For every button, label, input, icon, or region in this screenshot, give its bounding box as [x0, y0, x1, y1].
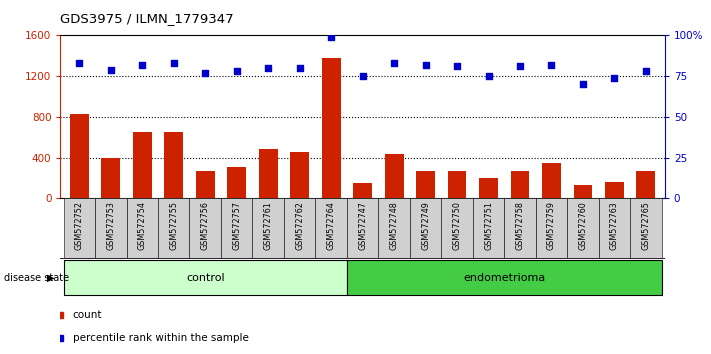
Text: GSM572753: GSM572753 [107, 201, 115, 250]
Text: GSM572755: GSM572755 [169, 201, 178, 250]
Bar [567, 198, 599, 258]
Text: GSM572762: GSM572762 [295, 201, 304, 250]
Text: GSM572754: GSM572754 [138, 201, 146, 250]
Bar [599, 198, 630, 258]
Text: GSM572760: GSM572760 [579, 201, 587, 250]
Point [294, 65, 305, 71]
Point [74, 60, 85, 66]
Bar [630, 198, 662, 258]
Bar [196, 171, 215, 198]
Text: GSM572764: GSM572764 [326, 201, 336, 250]
Text: GDS3975 / ILMN_1779347: GDS3975 / ILMN_1779347 [60, 12, 234, 25]
Text: count: count [73, 310, 102, 320]
Bar [259, 149, 277, 198]
Bar [605, 182, 624, 198]
Text: GSM572749: GSM572749 [421, 201, 430, 250]
Bar [442, 198, 473, 258]
Bar [416, 171, 435, 198]
Bar [347, 261, 662, 295]
Bar [353, 183, 372, 198]
Point [200, 70, 211, 76]
Bar [95, 198, 127, 258]
Bar [636, 171, 656, 198]
Bar [63, 198, 95, 258]
Text: GSM572758: GSM572758 [515, 201, 525, 250]
Bar [190, 198, 221, 258]
Point [609, 75, 620, 81]
Point [105, 67, 117, 73]
Bar [158, 198, 190, 258]
Bar [316, 198, 347, 258]
Bar [504, 198, 535, 258]
Bar [410, 198, 442, 258]
Bar [102, 158, 120, 198]
Bar [70, 114, 89, 198]
Text: ▶: ▶ [47, 273, 55, 283]
Bar [574, 185, 592, 198]
Text: GSM572757: GSM572757 [232, 201, 241, 250]
Point [577, 81, 589, 87]
Point [137, 62, 148, 68]
Point [326, 34, 337, 40]
Text: GSM572752: GSM572752 [75, 201, 84, 250]
Bar [284, 198, 316, 258]
Bar [473, 198, 504, 258]
Text: GSM572759: GSM572759 [547, 201, 556, 250]
Bar [127, 198, 158, 258]
Bar [510, 171, 530, 198]
Text: GSM572748: GSM572748 [390, 201, 399, 250]
Bar [535, 198, 567, 258]
Text: GSM572763: GSM572763 [610, 201, 619, 250]
Point [168, 60, 179, 66]
Text: GSM572750: GSM572750 [452, 201, 461, 250]
Text: endometrioma: endometrioma [463, 273, 545, 283]
Bar [290, 153, 309, 198]
Point [514, 63, 525, 69]
Point [640, 68, 651, 74]
Bar [321, 58, 341, 198]
Point [357, 73, 368, 79]
Bar [378, 198, 410, 258]
Text: percentile rank within the sample: percentile rank within the sample [73, 333, 248, 343]
Point [420, 62, 432, 68]
Bar [252, 198, 284, 258]
Bar [479, 178, 498, 198]
Text: disease state: disease state [4, 273, 69, 283]
Text: GSM572756: GSM572756 [201, 201, 210, 250]
Point [262, 65, 274, 71]
Bar [133, 132, 151, 198]
Bar [221, 198, 252, 258]
Bar [448, 171, 466, 198]
Point [483, 73, 494, 79]
Bar [385, 154, 404, 198]
Bar [164, 132, 183, 198]
Text: GSM572761: GSM572761 [264, 201, 273, 250]
Point [388, 60, 400, 66]
Bar [542, 162, 561, 198]
Bar [63, 261, 347, 295]
Point [451, 63, 463, 69]
Text: control: control [186, 273, 225, 283]
Point [231, 68, 242, 74]
Text: GSM572765: GSM572765 [641, 201, 651, 250]
Bar [347, 198, 378, 258]
Point [546, 62, 557, 68]
Text: GSM572747: GSM572747 [358, 201, 367, 250]
Bar [228, 167, 246, 198]
Text: GSM572751: GSM572751 [484, 201, 493, 250]
